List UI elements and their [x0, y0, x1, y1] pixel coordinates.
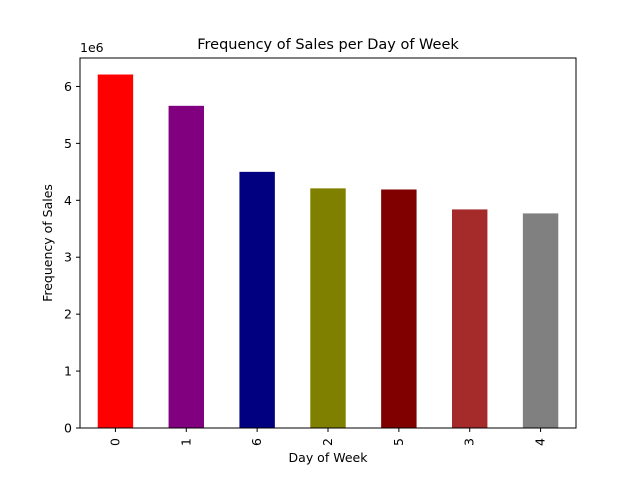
x-tick-label: 3: [462, 438, 477, 446]
x-tick-label: 1: [178, 438, 193, 446]
x-tick-label: 4: [533, 438, 548, 446]
x-tick-label: 0: [107, 438, 122, 446]
y-ticks-group: 0 1 2 3 4 5 6: [64, 79, 80, 436]
x-tick-label: 6: [249, 438, 264, 446]
x-axis-label: Day of Week: [289, 450, 369, 465]
y-offset-label: 1e6: [80, 40, 104, 55]
x-tick-label: 5: [391, 438, 406, 446]
bar-day-0: [97, 74, 134, 428]
bar-day-1: [168, 105, 204, 429]
y-tick-label: 2: [64, 307, 72, 322]
y-axis-label: Frequency of Sales: [40, 184, 55, 302]
y-tick-label: 3: [64, 250, 72, 265]
y-tick-label: 0: [64, 421, 72, 436]
bar-day-5: [381, 189, 417, 428]
plot-frame: [79, 57, 577, 429]
bar-day-3: [452, 209, 488, 428]
y-tick-label: 5: [64, 136, 72, 151]
y-tick-label: 6: [64, 79, 72, 94]
chart-title: Frequency of Sales per Day of Week: [197, 37, 459, 53]
x-ticks-group: 0 1 6 2 5 3 4: [107, 428, 548, 446]
y-tick-label: 1: [64, 364, 72, 379]
bars-group: [97, 74, 559, 429]
x-tick-label: 2: [320, 438, 335, 446]
y-tick-label: 4: [64, 193, 72, 208]
bar-day-2: [310, 188, 346, 428]
bar-day-6: [239, 171, 275, 428]
bar-day-4: [522, 213, 559, 428]
